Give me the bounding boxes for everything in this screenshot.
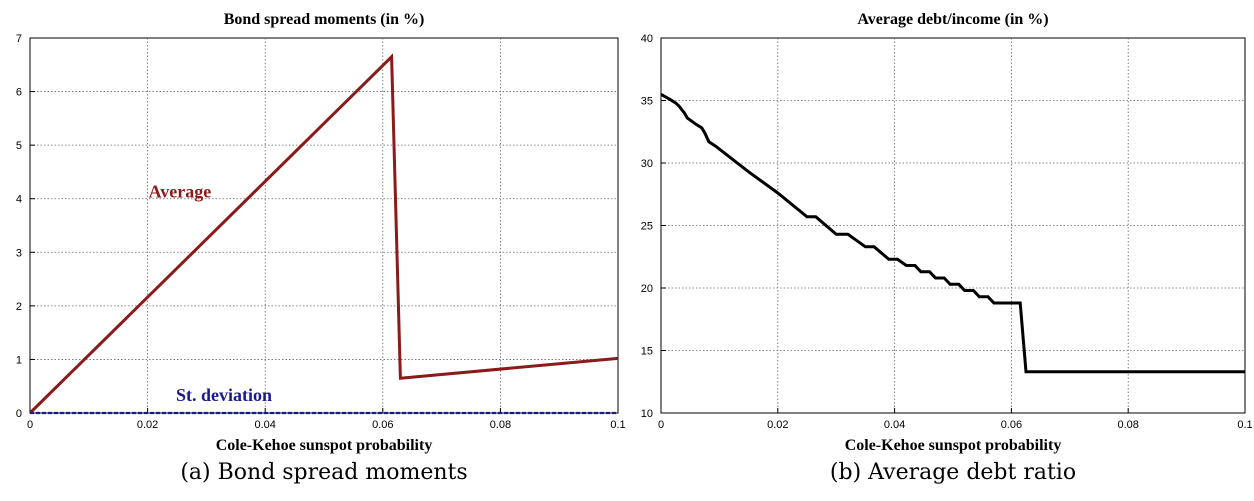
chart-a-annotation-average: Average bbox=[149, 182, 212, 202]
chart-b-x-tick-label: 0.02 bbox=[767, 419, 788, 431]
chart-b-grid bbox=[660, 37, 1246, 414]
chart-b-x-tick-label: 0.08 bbox=[1117, 419, 1138, 431]
chart-b-x-tick-label: 0.04 bbox=[884, 419, 905, 431]
chart-a-grid bbox=[29, 37, 619, 414]
chart-a-x-axis-label: Cole-Kehoe sunspot probability bbox=[216, 437, 433, 454]
chart-a-y-tick-label: 2 bbox=[16, 301, 22, 313]
chart-a-x-tick-label: 0.06 bbox=[372, 419, 393, 431]
chart-a-x-tick-label: 0.02 bbox=[137, 419, 158, 431]
chart-a-y-tick-label: 6 bbox=[16, 87, 22, 99]
chart-b-y-tick-label: 20 bbox=[641, 283, 653, 295]
chart-a-annotation-st-deviation: St. deviation bbox=[176, 385, 272, 405]
chart-b-title: Average debt/income (in %) bbox=[857, 11, 1048, 28]
chart-b-series-line-series-0 bbox=[660, 92, 1245, 374]
chart-a-x-tick-label: 0.04 bbox=[254, 419, 275, 431]
chart-a-series-line-average bbox=[28, 53, 619, 415]
caption-a: (a) Bond spread moments bbox=[180, 460, 468, 485]
chart-a-title: Bond spread moments (in %) bbox=[224, 11, 425, 28]
chart-a-series bbox=[28, 53, 619, 415]
chart-b-series bbox=[660, 92, 1245, 374]
chart-a-y-tick-label: 0 bbox=[16, 408, 22, 420]
chart-a-y-tick-label: 7 bbox=[16, 33, 22, 45]
chart-a-y-tick-label: 1 bbox=[16, 354, 22, 366]
chart-a-y-tick-label: 5 bbox=[16, 140, 22, 152]
chart-b-x-tick-label: 0.1 bbox=[1237, 419, 1252, 431]
chart-b-y-tick-label: 10 bbox=[641, 408, 653, 420]
chart-b-x-tick-label: 0.06 bbox=[1001, 419, 1022, 431]
chart-a-x-tick-label: 0 bbox=[27, 419, 33, 431]
chart-a-y-tick-label: 4 bbox=[16, 194, 22, 206]
chart-a-tick-labels: 0 0.02 0.04 0.06 0.08 0.1 0 1 2 3 4 5 6 7 bbox=[16, 33, 626, 431]
chart-b-y-tick-label: 35 bbox=[641, 96, 653, 108]
chart-b-y-tick-label: 25 bbox=[641, 221, 653, 233]
chart-a-plot-frame bbox=[29, 37, 619, 414]
chart-a-x-tick-label: 0.1 bbox=[610, 419, 625, 431]
chart-b-x-axis-label: Cole-Kehoe sunspot probability bbox=[845, 437, 1062, 454]
chart-b-y-tick-label: 40 bbox=[641, 33, 653, 45]
chart-panel-a: Bond spread moments (in %) 0 0.02 0.04 0.06… bbox=[16, 11, 626, 454]
chart-b-y-tick-label: 30 bbox=[641, 158, 653, 170]
chart-a-y-tick-label: 3 bbox=[16, 247, 22, 259]
chart-b-tick-labels: 0 0.02 0.04 0.06 0.08 0.1 10 15 20 25 30 35 40 bbox=[641, 33, 1253, 431]
chart-a-x-tick-label: 0.08 bbox=[490, 419, 511, 431]
caption-b: (b) Average debt ratio bbox=[829, 460, 1077, 485]
chart-b-y-tick-label: 15 bbox=[641, 346, 653, 358]
chart-panel-b: Average debt/income (in %) 0 0.02 0.04 0.06… bbox=[641, 11, 1253, 454]
chart-b-x-tick-label: 0 bbox=[658, 419, 664, 431]
